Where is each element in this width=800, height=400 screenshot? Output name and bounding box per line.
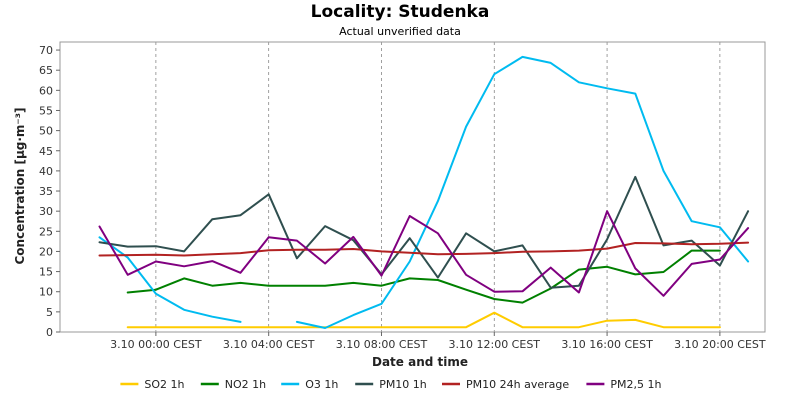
- series-line-pm10-24h-average: [98, 241, 750, 257]
- series-line-pm2-5-1h: [98, 210, 750, 297]
- legend-label: PM10 1h: [379, 378, 427, 391]
- y-tick-label: 10: [39, 286, 53, 299]
- legend-item-pm10-24h-average: PM10 24h average: [442, 378, 569, 391]
- legend: SO2 1h NO2 1h O3 1h PM10 1h PM10 24h average…: [120, 378, 662, 391]
- x-tick-label: 3.10 12:00 CEST: [449, 338, 541, 351]
- y-axis-label: Concentration [µg·m⁻³]: [13, 108, 27, 265]
- series-line-so2-1h: [126, 311, 721, 329]
- x-tick-label: 3.10 20:00 CEST: [674, 338, 766, 351]
- y-axis-ticks: 0 5 10 15 20 25 30 35 40 45 50 55 60 65 70: [39, 44, 60, 339]
- y-tick-label: 30: [39, 205, 53, 218]
- y-tick-label: 35: [39, 185, 53, 198]
- y-tick-label: 0: [46, 326, 53, 339]
- legend-item-no2-1h: NO2 1h: [200, 378, 266, 391]
- y-tick-label: 60: [39, 84, 53, 97]
- legend-label: PM10 24h average: [466, 378, 569, 391]
- y-tick-label: 50: [39, 125, 53, 138]
- y-tick-label: 70: [39, 44, 53, 57]
- x-tick-label: 3.10 16:00 CEST: [561, 338, 653, 351]
- legend-item-pm2-5-1h: PM2,5 1h: [586, 378, 662, 391]
- y-tick-label: 65: [39, 64, 53, 77]
- legend-label: NO2 1h: [225, 378, 266, 391]
- legend-label: PM2,5 1h: [610, 378, 661, 391]
- y-tick-label: 15: [39, 266, 53, 279]
- x-tick-label: 3.10 08:00 CEST: [336, 338, 428, 351]
- x-axis-ticks: 3.10 00:00 CEST 3.10 04:00 CEST 3.10 08:00…: [110, 332, 766, 351]
- plot-frame: [59, 41, 766, 333]
- series-line-no2-1h: [126, 249, 721, 304]
- y-tick-label: 5: [46, 306, 53, 319]
- plot-border: [59, 41, 766, 333]
- y-tick-label: 20: [39, 245, 53, 258]
- legend-label: SO2 1h: [144, 378, 184, 391]
- chart-subtitle: Actual unverified data: [339, 25, 461, 38]
- legend-item-so2-1h: SO2 1h: [120, 378, 185, 391]
- y-tick-label: 25: [39, 225, 53, 238]
- legend-label: O3 1h: [305, 378, 338, 391]
- series-lines: [98, 55, 750, 329]
- x-tick-label: 3.10 04:00 CEST: [223, 338, 315, 351]
- y-tick-label: 45: [39, 145, 53, 158]
- plot-area: [60, 42, 765, 332]
- legend-item-o3-1h: O3 1h: [281, 378, 338, 391]
- y-tick-label: 55: [39, 104, 53, 117]
- grid: [60, 42, 765, 332]
- x-axis-label: Date and time: [372, 355, 468, 369]
- chart-title: Locality: Studenka: [311, 2, 490, 22]
- x-tick-label: 3.10 00:00 CEST: [110, 338, 202, 351]
- y-tick-label: 40: [39, 165, 53, 178]
- series-line-pm10-1h: [98, 175, 750, 289]
- series-line-o3-1h: [98, 55, 750, 329]
- legend-item-pm10-1h: PM10 1h: [355, 378, 427, 391]
